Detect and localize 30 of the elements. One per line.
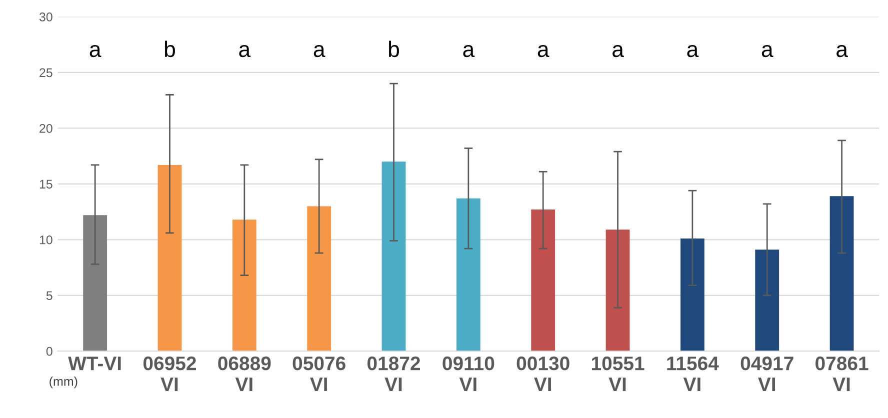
- x-tick-label: 05076 VI: [292, 356, 346, 392]
- x-tick-label: 09110 VI: [442, 356, 494, 392]
- x-tick-label: 06889 VI: [218, 356, 271, 392]
- x-tick-label: 01872 VI: [367, 356, 420, 392]
- y-tick-label: 15: [40, 180, 52, 189]
- annotation: a: [687, 44, 699, 58]
- annotation: b: [389, 40, 399, 58]
- y-tick-label: 0: [46, 346, 52, 356]
- annotation: a: [239, 44, 251, 58]
- x-tick-label: 10551 VI: [592, 356, 644, 392]
- x-tick-label: 04917 VI: [740, 356, 794, 392]
- text: (mm): [50, 376, 78, 388]
- x-tick-label: 11564 VI: [667, 356, 719, 392]
- annotation: a: [90, 44, 102, 58]
- annotation: a: [612, 44, 624, 58]
- annotation: a: [836, 44, 848, 58]
- annotation: a: [463, 44, 475, 58]
- y-tick-label: 30: [39, 12, 52, 22]
- y-tick-label: 20: [40, 124, 52, 133]
- x-tick-label: 07861 VI: [816, 356, 868, 392]
- x-tick-label: WT-VI: [68, 356, 121, 370]
- annotation: a: [538, 44, 550, 58]
- y-tick-label: 5: [46, 291, 52, 300]
- y-tick-label: 10: [40, 235, 52, 244]
- annotation: b: [164, 40, 175, 58]
- x-tick-label: 00130 VI: [516, 356, 570, 392]
- annotation: a: [762, 44, 774, 58]
- annotation: a: [314, 44, 326, 58]
- x-tick-label: 06952 VI: [143, 356, 196, 392]
- y-tick-label: 25: [40, 68, 52, 78]
